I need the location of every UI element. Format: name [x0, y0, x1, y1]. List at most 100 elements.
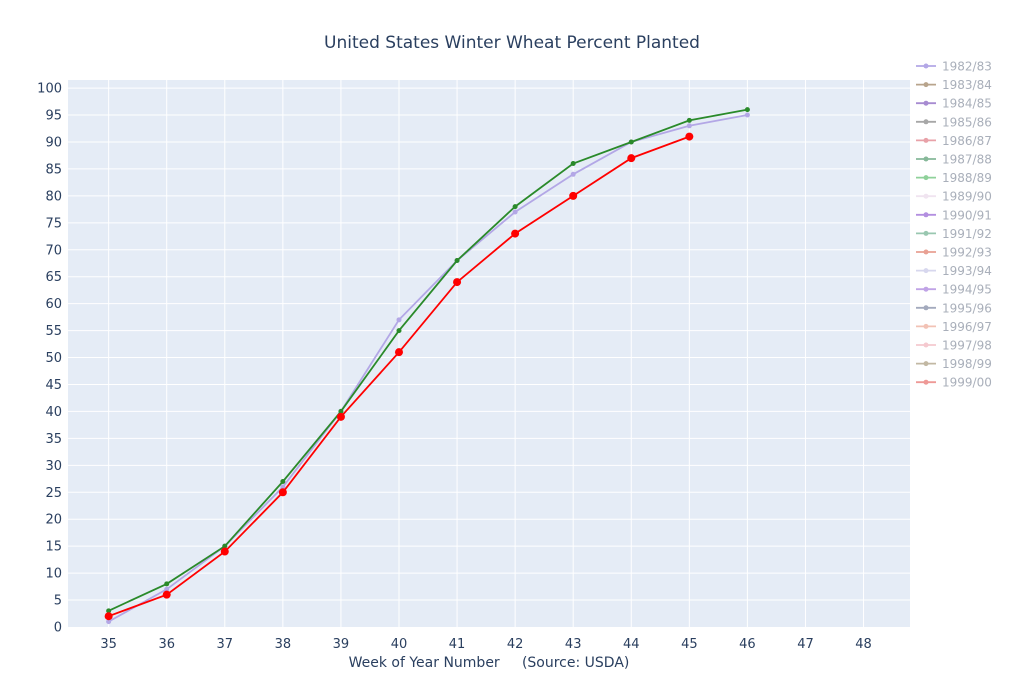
legend-item[interactable]: 1997/98	[916, 339, 992, 353]
data-point	[685, 132, 694, 141]
series-highlight-19	[104, 132, 694, 621]
data-point	[164, 586, 170, 592]
legend-marker	[923, 342, 929, 348]
legend-label: 1990/91	[942, 208, 992, 222]
data-point	[278, 488, 287, 497]
legend-item[interactable]: 1982/83	[916, 60, 992, 74]
x-tick-label: 46	[739, 637, 756, 652]
legend-item[interactable]: 1985/86	[916, 115, 992, 129]
legend-label: 1992/93	[942, 246, 992, 260]
legend-item[interactable]: 1987/88	[916, 153, 992, 167]
y-tick-label: 45	[45, 378, 62, 393]
y-tick-label: 40	[45, 405, 62, 420]
data-point	[454, 258, 460, 264]
legend-item[interactable]: 1999/00	[916, 376, 992, 390]
x-tick-label: 38	[275, 637, 292, 652]
x-axis-title: Week of Year Number (Source: USDA)	[349, 655, 630, 671]
data-point	[570, 161, 576, 167]
y-tick-label: 95	[45, 109, 62, 124]
x-tick-label: 45	[681, 637, 698, 652]
data-point	[222, 543, 228, 549]
legend-label: 1998/99	[942, 357, 992, 371]
legend-label: 1989/90	[942, 190, 992, 204]
legend-item[interactable]: 1983/84	[916, 78, 992, 92]
data-point	[106, 608, 112, 614]
x-tick-label: 36	[158, 637, 175, 652]
data-point	[453, 278, 462, 287]
data-point	[396, 328, 402, 334]
legend-label: 1999/00	[942, 376, 992, 390]
y-tick-label: 60	[45, 297, 62, 312]
x-tick-label: 35	[100, 637, 117, 652]
y-tick-label: 100	[37, 82, 62, 97]
data-point	[569, 191, 578, 200]
legend-marker	[923, 249, 929, 255]
legend-item[interactable]: 1992/93	[916, 246, 992, 260]
legend-label: 1987/88	[942, 153, 992, 167]
x-tick-label: 47	[797, 637, 814, 652]
legend-label: 1994/95	[942, 283, 992, 297]
legend-label: 1983/84	[942, 78, 992, 92]
legend-item[interactable]: 1998/99	[916, 357, 992, 371]
y-axis-ticks: 0 5 10 15 20 25 30 35 40 45 50 55 60 65 70 75 80 85 90 95 10…	[37, 82, 62, 636]
y-tick-label: 90	[45, 135, 62, 150]
legend-marker	[923, 305, 929, 311]
x-tick-label: 44	[623, 637, 640, 652]
y-tick-label: 35	[45, 432, 62, 447]
plot-background	[68, 80, 910, 627]
legend-item[interactable]: 1993/94	[916, 264, 992, 278]
y-tick-label: 0	[54, 621, 62, 636]
legend-label: 1986/87	[942, 134, 992, 148]
legend-marker	[923, 286, 929, 292]
data-point	[280, 478, 286, 484]
legend-item[interactable]: 1986/87	[916, 134, 992, 148]
legend-marker	[923, 175, 929, 181]
chart-title: United States Winter Wheat Percent Plant…	[324, 33, 700, 53]
legend-item[interactable]: 1996/97	[916, 320, 992, 334]
y-tick-label: 70	[45, 243, 62, 258]
y-tick-label: 20	[45, 513, 62, 528]
y-tick-label: 55	[45, 324, 62, 339]
gridlines	[68, 80, 910, 627]
data-point	[164, 581, 170, 587]
legend-label: 1997/98	[942, 339, 992, 353]
legend-marker	[923, 230, 929, 236]
legend-marker	[923, 361, 929, 367]
y-tick-label: 15	[45, 540, 62, 555]
legend-item[interactable]: 1984/85	[916, 97, 992, 111]
data-point	[336, 412, 345, 421]
legend-item[interactable]: 1988/89	[916, 171, 992, 185]
data-point	[162, 590, 171, 599]
x-tick-label: 40	[391, 637, 408, 652]
data-point	[396, 317, 402, 323]
legend-item[interactable]: 1989/90	[916, 190, 992, 204]
legend-item[interactable]: 1995/96	[916, 301, 992, 315]
legend-marker	[923, 323, 929, 329]
legend-marker	[923, 268, 929, 274]
data-point	[511, 229, 520, 238]
legend-marker	[923, 100, 929, 106]
legend-marker	[923, 82, 929, 88]
y-tick-label: 5	[54, 594, 62, 609]
data-point	[104, 612, 113, 621]
y-tick-label: 85	[45, 162, 62, 177]
data-point	[686, 123, 692, 129]
legend-item[interactable]: 1990/91	[916, 208, 992, 222]
legend-label: 1982/83	[942, 60, 992, 74]
legend[interactable]: 1982/83 1983/84 1984/85 1985/86 1986/87 1987/…	[916, 60, 992, 390]
series-layer	[104, 107, 750, 625]
series-highlight-18	[106, 107, 750, 614]
legend-label: 1988/89	[942, 171, 992, 185]
x-tick-label: 42	[507, 637, 524, 652]
legend-marker	[923, 379, 929, 385]
y-tick-label: 65	[45, 270, 62, 285]
legend-label: 1991/92	[942, 227, 992, 241]
legend-item[interactable]: 1994/95	[916, 283, 992, 297]
data-point	[744, 107, 750, 113]
data-point	[628, 139, 634, 145]
legend-item[interactable]: 1991/92	[916, 227, 992, 241]
data-point	[686, 117, 692, 123]
data-point	[512, 204, 518, 210]
x-tick-label: 41	[449, 637, 466, 652]
y-tick-label: 10	[45, 567, 62, 582]
